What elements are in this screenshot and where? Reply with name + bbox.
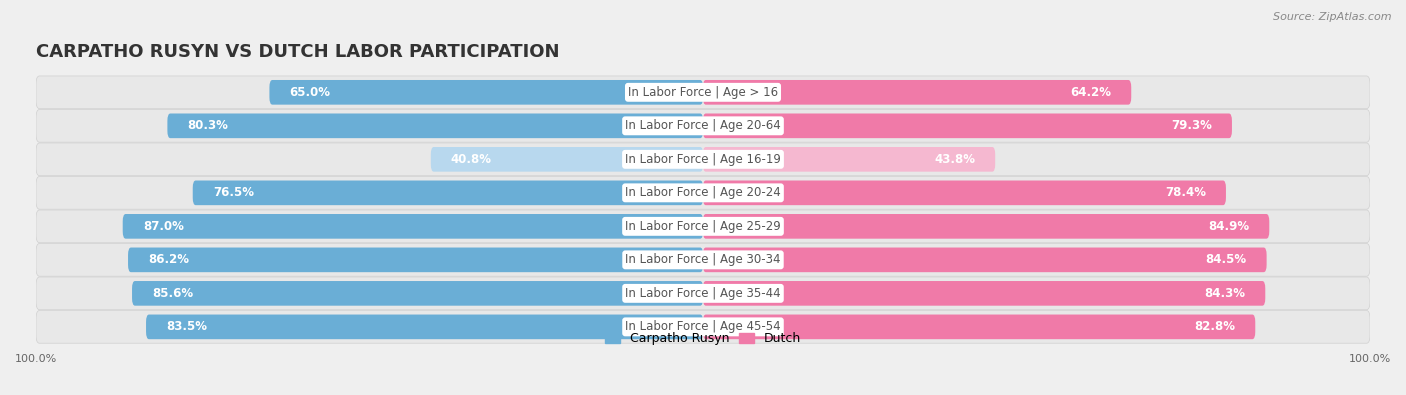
Text: 80.3%: 80.3% bbox=[187, 119, 228, 132]
FancyBboxPatch shape bbox=[146, 314, 703, 339]
FancyBboxPatch shape bbox=[430, 147, 703, 172]
FancyBboxPatch shape bbox=[37, 310, 1369, 343]
Text: 43.8%: 43.8% bbox=[934, 153, 976, 166]
Text: 86.2%: 86.2% bbox=[148, 253, 190, 266]
Text: In Labor Force | Age 30-34: In Labor Force | Age 30-34 bbox=[626, 253, 780, 266]
Text: In Labor Force | Age 25-29: In Labor Force | Age 25-29 bbox=[626, 220, 780, 233]
Text: 40.8%: 40.8% bbox=[451, 153, 492, 166]
FancyBboxPatch shape bbox=[703, 80, 1132, 105]
Text: 84.5%: 84.5% bbox=[1205, 253, 1247, 266]
FancyBboxPatch shape bbox=[122, 214, 703, 239]
Text: 79.3%: 79.3% bbox=[1171, 119, 1212, 132]
FancyBboxPatch shape bbox=[703, 214, 1270, 239]
FancyBboxPatch shape bbox=[37, 177, 1369, 209]
FancyBboxPatch shape bbox=[270, 80, 703, 105]
FancyBboxPatch shape bbox=[703, 248, 1267, 272]
Text: 78.4%: 78.4% bbox=[1164, 186, 1206, 199]
Text: 84.9%: 84.9% bbox=[1208, 220, 1249, 233]
FancyBboxPatch shape bbox=[703, 281, 1265, 306]
FancyBboxPatch shape bbox=[37, 143, 1369, 176]
Text: 82.8%: 82.8% bbox=[1194, 320, 1234, 333]
Text: In Labor Force | Age > 16: In Labor Force | Age > 16 bbox=[628, 86, 778, 99]
Text: Source: ZipAtlas.com: Source: ZipAtlas.com bbox=[1274, 12, 1392, 22]
FancyBboxPatch shape bbox=[193, 181, 703, 205]
FancyBboxPatch shape bbox=[37, 109, 1369, 142]
FancyBboxPatch shape bbox=[703, 147, 995, 172]
FancyBboxPatch shape bbox=[128, 248, 703, 272]
Text: In Labor Force | Age 45-54: In Labor Force | Age 45-54 bbox=[626, 320, 780, 333]
FancyBboxPatch shape bbox=[37, 243, 1369, 276]
FancyBboxPatch shape bbox=[37, 210, 1369, 243]
Text: In Labor Force | Age 16-19: In Labor Force | Age 16-19 bbox=[626, 153, 780, 166]
Text: CARPATHO RUSYN VS DUTCH LABOR PARTICIPATION: CARPATHO RUSYN VS DUTCH LABOR PARTICIPAT… bbox=[37, 43, 560, 61]
FancyBboxPatch shape bbox=[703, 113, 1232, 138]
Text: 84.3%: 84.3% bbox=[1204, 287, 1246, 300]
FancyBboxPatch shape bbox=[167, 113, 703, 138]
Text: 85.6%: 85.6% bbox=[152, 287, 193, 300]
Legend: Carpatho Rusyn, Dutch: Carpatho Rusyn, Dutch bbox=[605, 332, 801, 345]
Text: In Labor Force | Age 20-64: In Labor Force | Age 20-64 bbox=[626, 119, 780, 132]
FancyBboxPatch shape bbox=[703, 181, 1226, 205]
FancyBboxPatch shape bbox=[37, 76, 1369, 109]
FancyBboxPatch shape bbox=[703, 314, 1256, 339]
Text: 65.0%: 65.0% bbox=[290, 86, 330, 99]
Text: 64.2%: 64.2% bbox=[1070, 86, 1111, 99]
FancyBboxPatch shape bbox=[37, 277, 1369, 310]
Text: In Labor Force | Age 20-24: In Labor Force | Age 20-24 bbox=[626, 186, 780, 199]
FancyBboxPatch shape bbox=[132, 281, 703, 306]
Text: 76.5%: 76.5% bbox=[212, 186, 254, 199]
Text: 83.5%: 83.5% bbox=[166, 320, 207, 333]
Text: In Labor Force | Age 35-44: In Labor Force | Age 35-44 bbox=[626, 287, 780, 300]
Text: 87.0%: 87.0% bbox=[143, 220, 184, 233]
